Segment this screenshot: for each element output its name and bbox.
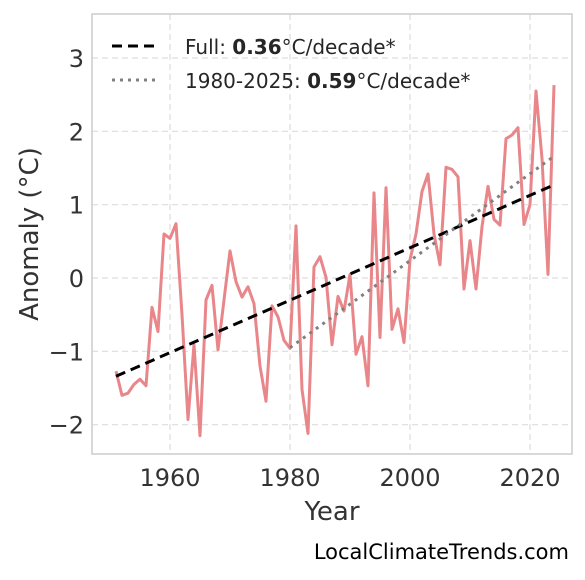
y-tick-label: 3 bbox=[69, 45, 84, 73]
x-axis-label: Year bbox=[303, 497, 359, 527]
legend: Full: 0.36°C/decade* 1980-2025: 0.59°C/d… bbox=[112, 35, 470, 93]
y-axis-label: Anomaly (°C) bbox=[15, 147, 45, 321]
x-tick-label: 1960 bbox=[139, 464, 200, 492]
y-tick-label: 1 bbox=[69, 192, 84, 220]
tick-labels: 1960 1980 2000 2020 −2 −1 0 1 2 3 bbox=[49, 45, 561, 492]
y-tick-label: −1 bbox=[49, 338, 84, 366]
x-tick-label: 1980 bbox=[259, 464, 320, 492]
x-tick-label: 2000 bbox=[379, 464, 440, 492]
legend-entry-1980-trend: 1980-2025: 0.59°C/decade* bbox=[185, 69, 470, 93]
series-line-anomaly bbox=[114, 85, 556, 438]
x-tick-label: 2020 bbox=[499, 464, 560, 492]
legend-entry-full-trend: Full: 0.36°C/decade* bbox=[185, 35, 396, 59]
y-tick-label: 0 bbox=[69, 265, 84, 293]
y-tick-label: 2 bbox=[69, 118, 84, 146]
y-tick-label: −2 bbox=[49, 412, 84, 440]
grid bbox=[92, 14, 572, 454]
watermark: LocalClimateTrends.com bbox=[313, 540, 569, 564]
plot-frame bbox=[91, 13, 573, 455]
series-group bbox=[114, 85, 556, 438]
